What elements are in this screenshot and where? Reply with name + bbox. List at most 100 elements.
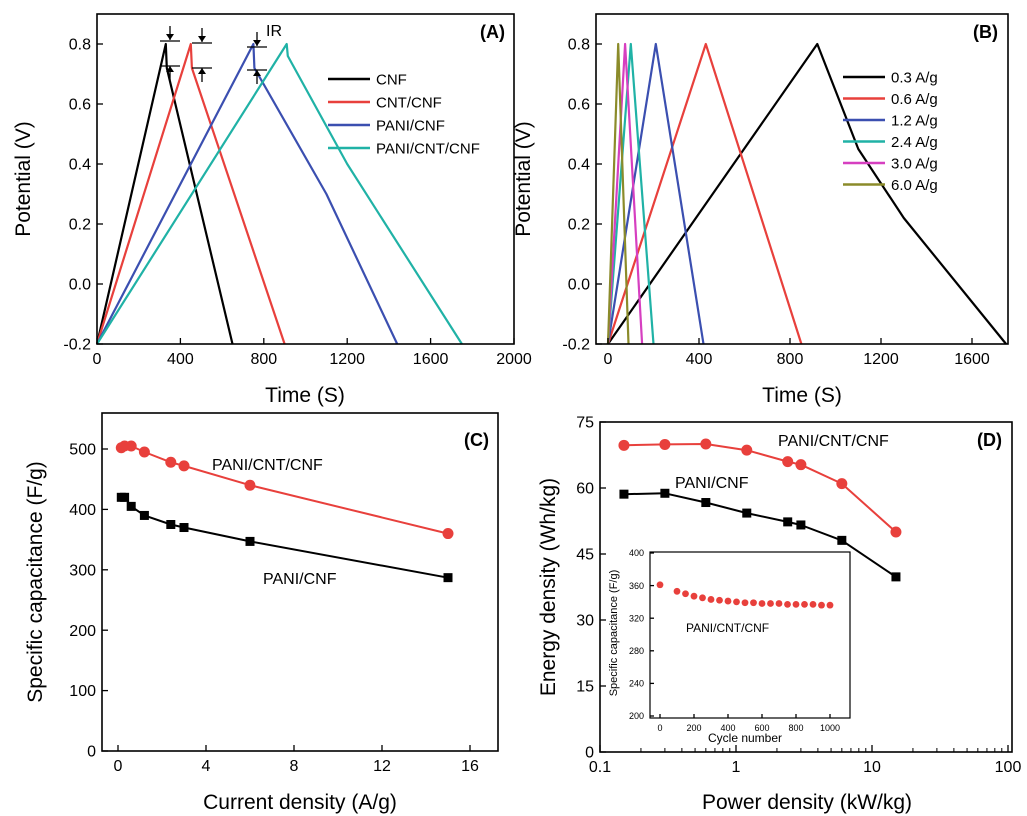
panel-b-plot <box>606 42 1007 345</box>
panel-d-series-line-pani-cnf <box>623 492 897 578</box>
panel-d-y-tick-label: 15 <box>576 679 594 696</box>
panel-c-x-tick-label: 8 <box>290 758 299 775</box>
ir-arrow-head <box>198 68 206 74</box>
panel-d-pani-cnt-cnf-point <box>890 526 902 538</box>
panel-a-y-ticks: -0.2 0.0 0.2 0.4 0.6 0.8 <box>63 37 103 354</box>
panel-b-y-axis-label: Potential (V) <box>512 121 535 237</box>
panel-d-frame <box>599 421 1013 753</box>
panel-c-x-tick-label: 12 <box>373 758 391 775</box>
panel-a-y-tick-label: 0.2 <box>69 217 91 234</box>
panel-a-y-tick-label: 0.8 <box>69 37 91 54</box>
panel-b-x-tick-label: 800 <box>777 351 804 368</box>
panel-c-label-pani-cnf: PANI/CNF <box>263 571 337 588</box>
panel-c-y-tick-label: 0 <box>87 744 96 761</box>
panel-a-legend-label-cnt-cnf: CNT/CNF <box>376 94 442 111</box>
ir-drop-markers <box>160 26 267 84</box>
panel-a-y-tick-label: 0.4 <box>69 157 91 174</box>
panel-a-x-ticks: 0 400 800 1200 1600 2000 <box>93 338 532 368</box>
panel-d-plot <box>618 438 902 582</box>
panel-c-pani-cnt-cnf-point <box>244 479 256 491</box>
panel-d-x-tick-label: 10 <box>863 759 881 776</box>
panel-a-legend-label-pani-cnt-cnf: PANI/CNT/CNF <box>376 140 480 157</box>
panel-d-pani-cnt-cnf-point <box>700 438 712 450</box>
panel-b-series-3-0-a-g <box>606 42 644 345</box>
panel-d-x-axis-label: Power density (kW/kg) <box>702 791 912 814</box>
panel-a-x-tick-label: 1200 <box>329 351 365 368</box>
panel-c-x-tick-label: 16 <box>461 758 479 775</box>
inset-point <box>716 596 723 604</box>
panel-d-x-tick-label: 0.1 <box>589 759 611 776</box>
panel-c-y-axis-label: Specific capacitance (F/g) <box>24 461 47 703</box>
panel-d-label-pani-cnt-cnf: PANI/CNT/CNF <box>778 433 889 450</box>
panel-c-y-tick-label: 300 <box>69 562 96 579</box>
panel-c-pani-cnt-cnf-point <box>178 460 190 472</box>
panel-c-pani-cnf-point <box>139 510 149 520</box>
inset-point <box>826 601 834 609</box>
panel-b: (B) Time (S) Potential (V) 0 400 800 1200 16… <box>512 13 1009 407</box>
inset-point <box>801 600 808 608</box>
inset-point <box>733 598 740 606</box>
inset-y-tick-label: 240 <box>629 679 644 689</box>
inset-point <box>775 600 783 607</box>
inset-point <box>784 600 791 608</box>
panel-a-x-tick-label: 800 <box>250 351 277 368</box>
panel-c-y-tick-label: 200 <box>69 623 96 640</box>
panel-b-x-tick-label: 1600 <box>954 351 990 368</box>
panel-d-series-line-pani-cnt-cnf <box>623 443 897 533</box>
panel-d-y-tick-label: 30 <box>576 613 594 630</box>
panel-c-label-pani-cnt-cnf: PANI/CNT/CNF <box>212 457 323 474</box>
panel-b-y-tick-label: 0.4 <box>568 157 590 174</box>
panel-a-y-tick-label: -0.2 <box>63 337 91 354</box>
panel-d-y-tick-label: 60 <box>576 481 594 498</box>
inset-point <box>792 600 800 608</box>
inset-y-tick-label: 320 <box>629 613 644 623</box>
panel-d-pani-cnf-point <box>783 517 793 527</box>
panel-c-pani-cnt-cnf-point <box>125 440 137 452</box>
panel-c-x-tick-label: 4 <box>202 758 211 775</box>
inset-point <box>690 592 698 600</box>
panel-b-legend-label-3-0-a-g: 3.0 A/g <box>891 155 938 172</box>
inset-series-label: PANI/CNT/CNF <box>686 621 769 635</box>
panel-b-legend-label-6-0-a-g: 6.0 A/g <box>891 177 938 194</box>
panel-d-pani-cnt-cnf-point <box>741 444 753 456</box>
panel-c-x-ticks: 0 4 8 12 16 <box>114 745 479 775</box>
inset-point <box>818 601 825 609</box>
panel-b-label: (B) <box>973 22 998 42</box>
panel-b-series-6-0-a-g <box>606 42 630 345</box>
inset-x-tick-label: 400 <box>720 723 735 733</box>
panel-d-y-tick-label: 0 <box>585 745 594 762</box>
panel-d-x-ticks: 0.1 1 10 100 <box>589 745 1022 776</box>
panel-d-pani-cnt-cnf-point <box>795 459 807 471</box>
panel-d-x-tick-label: 100 <box>995 759 1022 776</box>
panel-a-plot <box>95 42 463 345</box>
inset-point <box>750 599 757 607</box>
panel-a-series-cnf <box>95 42 234 345</box>
inset-x-tick-label: 0 <box>657 723 662 733</box>
inset-y-ticks: 200 240 280 320 360 400 <box>629 548 654 721</box>
panel-a-x-tick-label: 2000 <box>496 351 532 368</box>
panel-b-series-1-2-a-g <box>606 42 705 345</box>
panel-c: (C) Current density (A/g) Specific capac… <box>24 412 499 814</box>
panel-a-legend-label-pani-cnf: PANI/CNF <box>376 117 445 134</box>
ir-arrow-head <box>166 34 174 40</box>
panel-b-series-0-3-a-g <box>607 42 1007 345</box>
panel-d-pani-cnf-point <box>701 498 711 508</box>
inset-point <box>741 599 749 607</box>
inset-point <box>699 594 706 602</box>
panel-d-pani-cnt-cnf-point <box>836 478 848 490</box>
panel-c-pani-cnf-point <box>245 536 255 546</box>
panel-d-pani-cnf-point <box>742 508 752 518</box>
panel-d-y-axis-label: Energy density (Wh/kg) <box>537 478 560 696</box>
inset-frame <box>649 551 851 719</box>
panel-a-label: (A) <box>480 22 505 42</box>
ir-arrow-head <box>253 40 261 46</box>
inset-point <box>682 590 689 598</box>
inset-y-tick-label: 360 <box>629 581 644 591</box>
panel-b-y-ticks: -0.2 0.0 0.2 0.4 0.6 0.8 <box>562 37 602 354</box>
inset-y-axis-label: Specific capacitance (F/g) <box>608 570 620 697</box>
inset-point <box>767 600 774 607</box>
inset-x-tick-label: 600 <box>754 723 769 733</box>
inset-point <box>809 600 817 608</box>
panel-c-pani-cnf-point <box>443 573 453 583</box>
panel-d: (D) Power density (kW/kg) Energy density… <box>537 415 1021 814</box>
